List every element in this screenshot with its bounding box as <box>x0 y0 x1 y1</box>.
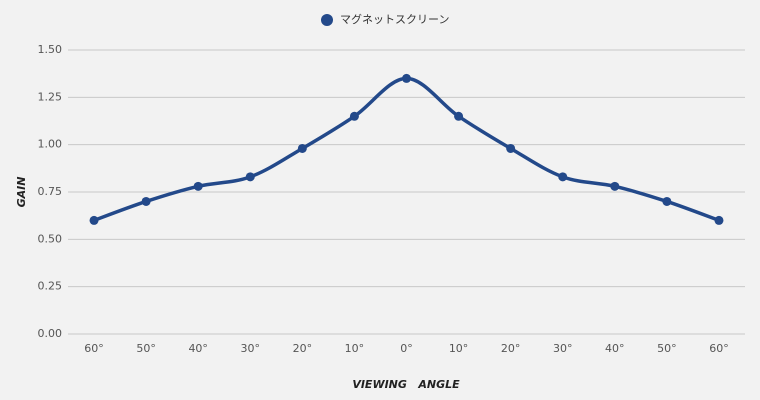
y-axis-label: GAIN <box>15 177 28 208</box>
x-tick-label: 0° <box>400 342 413 355</box>
y-tick-label: 1.50 <box>38 43 63 56</box>
point <box>714 215 724 225</box>
point <box>141 196 151 206</box>
legend-label: マグネットスクリーン <box>340 12 449 26</box>
y-tick-label: 0.25 <box>38 280 63 293</box>
x-tick-label: 30° <box>553 342 573 355</box>
point <box>349 111 359 121</box>
point <box>610 181 620 191</box>
x-tick-label: 30° <box>241 342 261 355</box>
x-tick-label: 10° <box>449 342 469 355</box>
point <box>193 181 203 191</box>
x-tick-label: 60° <box>84 342 104 355</box>
point <box>662 196 672 206</box>
x-tick-label: 50° <box>136 342 156 355</box>
x-tick-label: 20° <box>293 342 313 355</box>
legend-swatch <box>321 14 333 26</box>
y-tick-label: 0.00 <box>38 327 63 340</box>
point <box>89 215 99 225</box>
x-tick-label: 40° <box>605 342 625 355</box>
point <box>245 172 255 182</box>
y-tick-label: 0.75 <box>38 185 63 198</box>
x-tick-label: 40° <box>188 342 208 355</box>
x-tick-label: 50° <box>657 342 677 355</box>
x-tick-label: 10° <box>345 342 365 355</box>
point <box>506 143 516 153</box>
y-tick-label: 1.25 <box>38 90 63 103</box>
x-axis-label: VIEWING ANGLE <box>352 378 460 391</box>
y-tick-label: 1.00 <box>38 138 63 151</box>
point <box>454 111 464 121</box>
x-tick-label: 60° <box>709 342 729 355</box>
x-tick-label: 20° <box>501 342 521 355</box>
point <box>297 143 307 153</box>
y-tick-label: 0.50 <box>38 232 63 245</box>
point <box>558 172 568 182</box>
point <box>402 73 411 83</box>
